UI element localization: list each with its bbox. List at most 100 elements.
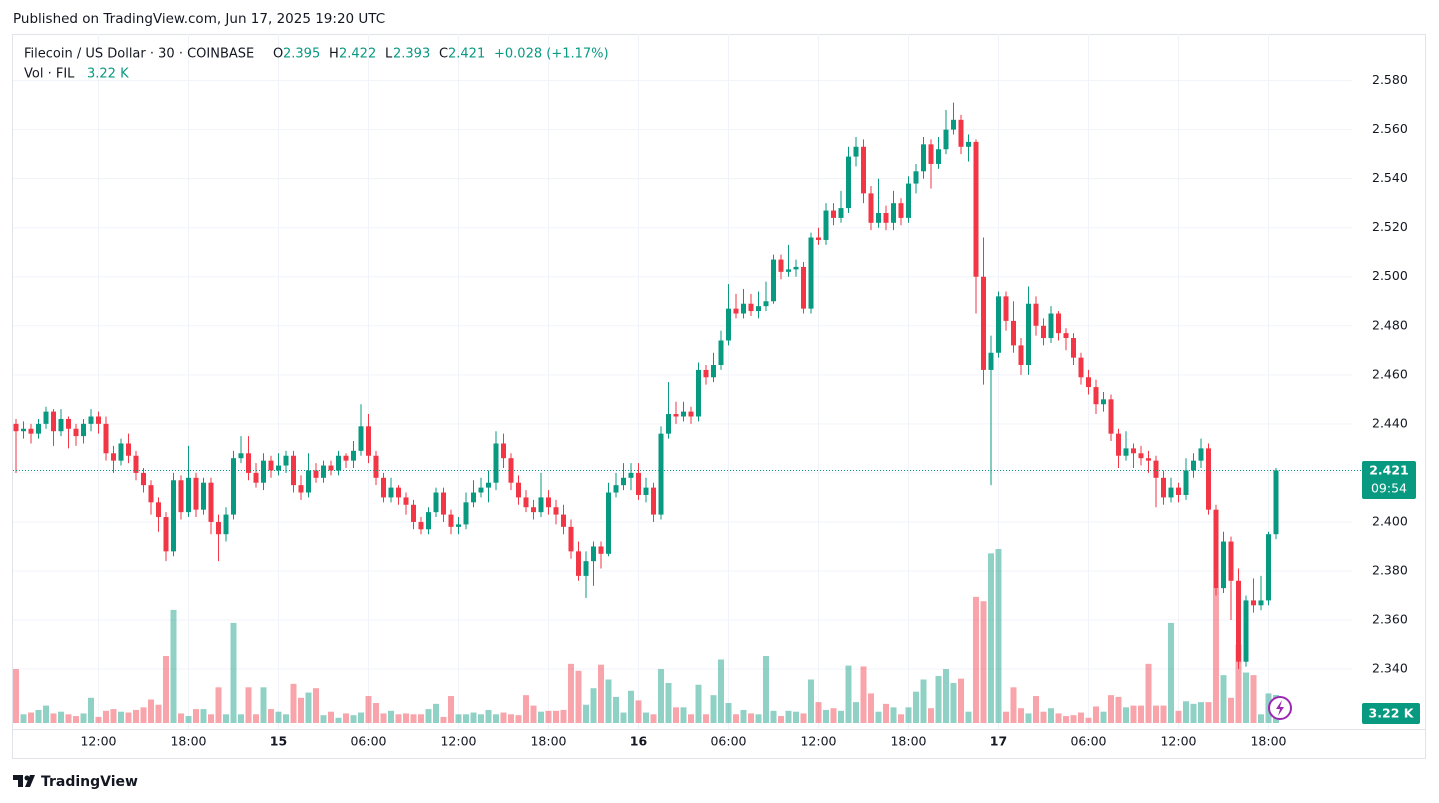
candle-body <box>313 470 319 478</box>
candle-body <box>291 455 296 486</box>
candle-body <box>1251 600 1256 606</box>
volume-bar <box>808 679 814 723</box>
candle-body <box>148 485 154 503</box>
candle-body <box>133 455 139 473</box>
candle-body <box>1093 387 1099 405</box>
volume-bar <box>830 708 837 723</box>
volume-bar <box>650 714 657 723</box>
volume-bar <box>1258 714 1264 723</box>
candle-body <box>171 480 176 552</box>
volume-bar <box>725 702 732 723</box>
volume-bar <box>1033 696 1039 723</box>
volume-bar <box>1018 708 1024 723</box>
candle-body <box>771 259 776 302</box>
volume-bar <box>448 696 454 723</box>
candle-body <box>163 517 169 552</box>
axes: 2.3402.3602.3802.4002.4202.4402.4602.480… <box>13 72 1425 749</box>
y-tick-label: 2.540 <box>1372 170 1408 185</box>
volume-bar <box>763 656 769 723</box>
assistant-icon[interactable] <box>1268 696 1292 720</box>
icon-bolt[interactable] <box>1276 700 1284 716</box>
volume-bar <box>673 707 679 723</box>
volume-bar <box>1190 703 1197 723</box>
volume-bar <box>1078 712 1084 723</box>
volume-bar <box>943 669 949 723</box>
volume-bar <box>515 715 522 723</box>
volume-bar <box>958 678 964 723</box>
candle-body <box>1236 580 1241 662</box>
volume-bar <box>1228 697 1234 723</box>
volume-bar <box>1213 588 1219 723</box>
volume-bar <box>1198 702 1204 723</box>
candle-body <box>306 470 311 493</box>
volume-bar <box>298 697 304 723</box>
candle-body <box>13 423 19 432</box>
volume-bar <box>838 710 844 723</box>
candle-body <box>793 266 799 270</box>
candle-body <box>973 141 979 277</box>
candle-body <box>381 477 386 498</box>
volume-bar <box>665 682 672 723</box>
candle-body <box>778 259 784 272</box>
candle-body <box>411 504 416 522</box>
candle-body <box>846 156 851 209</box>
candle-body <box>658 433 664 515</box>
candle-body <box>801 266 806 309</box>
volume-bar <box>463 714 469 723</box>
volume-bar <box>988 553 994 723</box>
volume-bar <box>440 716 447 723</box>
candle-body <box>808 237 814 309</box>
volume-bar <box>485 709 492 723</box>
y-tick-label: 2.400 <box>1372 513 1408 528</box>
vol-value: 3.22 K <box>87 67 129 82</box>
volume-bar <box>253 714 259 723</box>
volume-bar <box>853 702 859 723</box>
candle-body <box>598 546 604 554</box>
candle-body <box>883 212 889 223</box>
x-tick-label: 12:00 <box>800 734 836 749</box>
volume-bar <box>643 712 649 723</box>
candle-body <box>283 455 289 466</box>
candle-body <box>748 303 754 312</box>
logo-dot <box>24 775 30 781</box>
volume-bar <box>290 683 297 723</box>
candle-body <box>1266 534 1271 601</box>
candle-body <box>343 455 349 461</box>
candle-body <box>636 472 641 495</box>
volume-bar <box>1220 675 1227 723</box>
y-tick-label: 2.380 <box>1372 562 1408 577</box>
volume-bar <box>1243 672 1249 723</box>
candle-body <box>231 458 236 515</box>
candle-body <box>553 507 559 515</box>
volume-bar <box>163 656 169 723</box>
candle-body <box>876 212 881 223</box>
volume-bar <box>823 709 829 723</box>
volume-bar <box>1040 711 1047 723</box>
candle-body <box>868 193 874 223</box>
candle-body <box>1123 448 1129 456</box>
volume-bar <box>148 699 154 723</box>
candle-body <box>681 411 686 417</box>
candle-body <box>448 514 454 527</box>
candle-body <box>1071 338 1076 358</box>
candle-body <box>463 502 469 525</box>
volume-bar <box>80 713 87 723</box>
x-tick-label: 12:00 <box>1160 734 1196 749</box>
published-note: Published on TradingView.com, Jun 17, 20… <box>13 11 385 27</box>
candle-body <box>216 521 221 535</box>
candle-body <box>1011 320 1016 346</box>
volume-bar <box>193 709 199 723</box>
candle-body <box>373 455 379 478</box>
volume-bar <box>508 714 514 723</box>
volume-bar <box>478 714 484 723</box>
candle-body <box>246 453 251 473</box>
volume-bar <box>590 688 597 723</box>
y-tick-label: 2.460 <box>1372 366 1408 381</box>
candle-body <box>1221 541 1226 589</box>
volume-bar <box>695 684 702 723</box>
candle-body <box>1258 600 1264 606</box>
candle-layer <box>13 102 1362 670</box>
candle-body <box>1108 399 1114 434</box>
x-tick-label: 18:00 <box>170 734 206 749</box>
volume-bar <box>793 711 799 723</box>
